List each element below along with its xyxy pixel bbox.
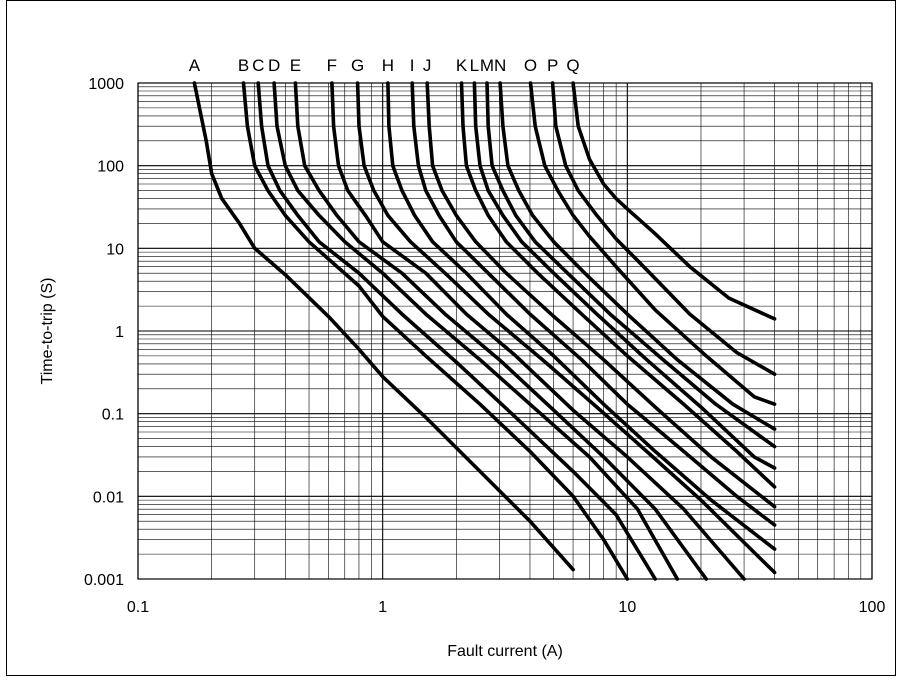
trip-curve-g bbox=[355, 81, 777, 575]
x-tick-label: 1 bbox=[378, 599, 387, 616]
curve-label-h: H bbox=[382, 56, 394, 75]
trip-curve-f bbox=[330, 81, 746, 581]
x-tick-label: 0.1 bbox=[127, 599, 149, 616]
trip-curve-e bbox=[293, 81, 709, 581]
curve-label-l: L bbox=[470, 56, 479, 75]
curve-label-d: D bbox=[268, 56, 280, 75]
curve-label-k: K bbox=[456, 56, 468, 75]
y-tick-label: 100 bbox=[97, 159, 124, 176]
trip-curve-a bbox=[192, 81, 575, 572]
trip-curve-l bbox=[472, 81, 777, 470]
curve-label-i: I bbox=[410, 56, 415, 75]
trip-curve-p bbox=[550, 81, 777, 377]
y-tick-label: 0.01 bbox=[93, 489, 124, 506]
x-axis-title: Fault current (A) bbox=[447, 643, 563, 660]
trip-curve-h bbox=[386, 81, 777, 551]
curve-label-b: B bbox=[238, 56, 249, 75]
trip-curves bbox=[192, 81, 777, 581]
y-tick-labels: 1000 100 10 1 0.1 0.01 0.001 bbox=[84, 76, 124, 589]
trip-curve-b bbox=[241, 81, 630, 581]
curve-label-n: N bbox=[494, 56, 506, 75]
curve-label-p: P bbox=[547, 56, 558, 75]
y-axis-title: Time-to-trip (S) bbox=[39, 278, 56, 385]
y-tick-label: 10 bbox=[106, 241, 124, 258]
curve-label-c: C bbox=[252, 56, 264, 75]
trip-curve-n bbox=[498, 81, 777, 431]
x-tick-label: 100 bbox=[859, 599, 886, 616]
curve-label-j: J bbox=[423, 56, 432, 75]
curve-label-m: M bbox=[480, 56, 494, 75]
trip-curve-q bbox=[571, 81, 777, 321]
y-tick-label: 1 bbox=[115, 324, 124, 341]
trip-curve-m bbox=[485, 81, 777, 449]
plot-area-border bbox=[137, 82, 873, 580]
trip-curve-j bbox=[425, 81, 777, 509]
trip-curve-o bbox=[528, 81, 777, 407]
trip-curve-i bbox=[410, 81, 777, 527]
y-tick-label: 0.001 bbox=[84, 572, 124, 589]
curve-label-o: O bbox=[524, 56, 537, 75]
curve-label-e: E bbox=[290, 56, 301, 75]
trip-curve-k bbox=[459, 81, 777, 489]
y-tick-label: 1000 bbox=[88, 76, 124, 93]
curve-label-a: A bbox=[189, 56, 201, 75]
trip-curve-d bbox=[272, 81, 680, 581]
x-tick-label: 10 bbox=[618, 599, 636, 616]
chart-frame bbox=[6, 0, 896, 676]
curve-label-q: Q bbox=[566, 56, 579, 75]
y-tick-label: 0.1 bbox=[102, 407, 124, 424]
x-tick-labels: 0.1 1 10 100 bbox=[127, 599, 886, 616]
curve-label-g: G bbox=[351, 56, 364, 75]
curve-label-f: F bbox=[327, 56, 337, 75]
trip-curve-c bbox=[256, 81, 658, 581]
